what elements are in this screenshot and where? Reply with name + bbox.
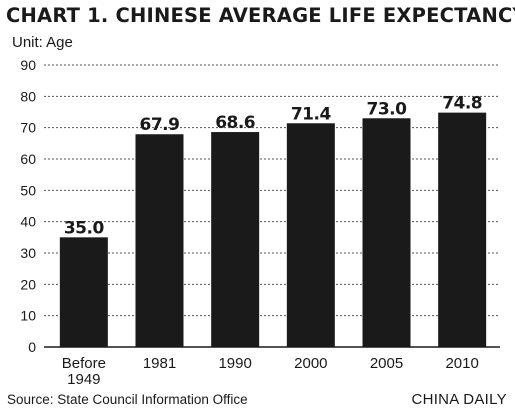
unit-label: Unit: Age: [12, 34, 73, 51]
y-tick-label: 10: [20, 308, 36, 324]
y-tick-label: 40: [20, 214, 36, 230]
y-tick-label: 0: [28, 339, 36, 355]
y-tick-label: 60: [20, 151, 36, 167]
data-label: 35.0: [64, 218, 105, 238]
x-tick-label: 2000: [294, 355, 327, 372]
y-tick-label: 80: [20, 88, 36, 104]
brand-logo-text: CHINA DAILY: [411, 391, 507, 408]
data-label: 74.8: [442, 94, 482, 114]
data-label: 68.6: [215, 113, 255, 133]
x-tick-label: 1981: [143, 355, 176, 372]
bar: [362, 118, 411, 348]
y-tick-label: 90: [20, 57, 36, 73]
bar: [211, 132, 260, 347]
x-tick-label: Before: [62, 355, 106, 372]
bar: [135, 134, 184, 347]
y-tick-label: 50: [20, 182, 36, 198]
bar: [286, 123, 335, 347]
bar: [438, 112, 487, 347]
x-tick-label: 2010: [445, 355, 478, 372]
data-label: 67.9: [140, 115, 180, 135]
source-note: Source: State Council Information Office: [7, 392, 248, 407]
y-tick-label: 70: [20, 120, 36, 136]
bar: [59, 237, 108, 347]
chart-title: CHART 1. CHINESE AVERAGE LIFE EXPECTANCY: [6, 4, 515, 27]
x-tick-label: 1949: [67, 371, 100, 388]
x-tick-label: 1990: [218, 355, 251, 372]
data-label: 73.0: [367, 99, 408, 119]
x-tick-label: 2005: [370, 355, 403, 372]
y-tick-label: 30: [20, 245, 36, 261]
data-label: 71.4: [291, 104, 332, 124]
y-tick-label: 20: [20, 276, 36, 292]
